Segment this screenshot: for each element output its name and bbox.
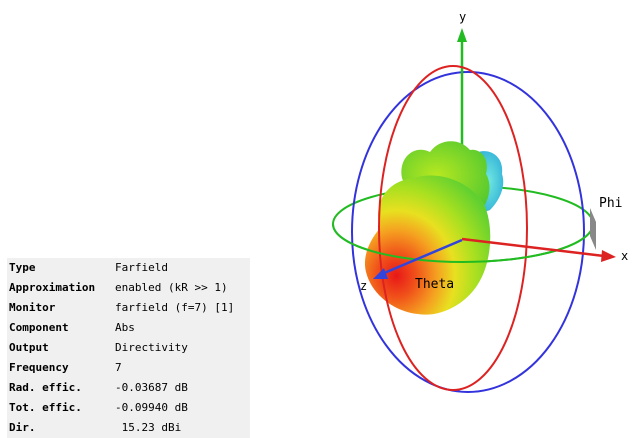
info-row: Output Directivity [7, 338, 250, 358]
info-row: Frequency 7 [7, 358, 250, 378]
z-axis-arrowhead [373, 268, 388, 279]
info-row: Component Abs [7, 318, 250, 338]
blue-ring [351, 71, 585, 393]
z-axis-label: z [360, 279, 367, 293]
info-key: Component [9, 321, 69, 334]
farfield-info-table: Type Farfield Approximation enabled (kR >> … [7, 258, 250, 438]
info-row: Dir. 15.23 dBi [7, 418, 250, 438]
phi-indicator [590, 208, 596, 250]
info-row: Monitor farfield (f=7) [1] [7, 298, 250, 318]
info-key: Tot. effic. [9, 401, 82, 414]
info-value: farfield (f=7) [1] [115, 301, 235, 314]
info-row: Type Farfield [7, 258, 250, 278]
phi-label: Phi [599, 196, 622, 211]
info-key: Monitor [9, 301, 56, 314]
info-value: Directivity [115, 341, 188, 354]
y-axis-arrowhead [457, 28, 467, 42]
x-axis-arrowhead [601, 250, 616, 262]
info-value: Farfield [115, 261, 168, 274]
info-value: enabled (kR >> 1) [115, 281, 228, 294]
info-row: Rad. effic. -0.03687 dB [7, 378, 250, 398]
x-axis-label: x [621, 249, 628, 263]
info-key: Frequency [9, 361, 69, 374]
info-value: 15.23 dBi [115, 421, 182, 434]
info-value: Abs [115, 321, 135, 334]
y-axis-label: y [459, 10, 466, 24]
info-row: Approximation enabled (kR >> 1) [7, 278, 250, 298]
info-value: -0.09940 dB [115, 401, 188, 414]
theta-label: Theta [415, 277, 454, 292]
z-axis [381, 238, 463, 276]
main-lobe [364, 175, 491, 315]
phi-ring-front [332, 223, 594, 263]
info-value: -0.03687 dB [115, 381, 188, 394]
info-row: Tot. effic. -0.09940 dB [7, 398, 250, 418]
info-key: Output [9, 341, 49, 354]
info-key: Type [9, 261, 36, 274]
info-key: Dir. [9, 421, 36, 434]
info-value: 7 [115, 361, 122, 374]
info-key: Rad. effic. [9, 381, 82, 394]
red-ring [378, 65, 528, 391]
x-axis [461, 237, 605, 258]
info-key: Approximation [9, 281, 96, 294]
